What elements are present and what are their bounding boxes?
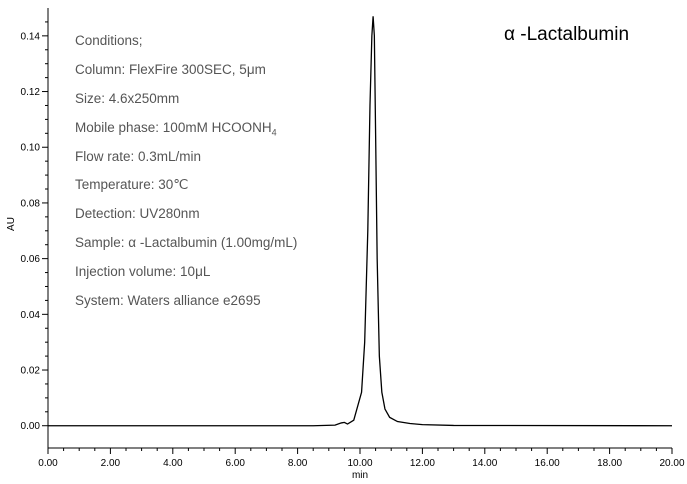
chromatogram-trace — [48, 16, 673, 427]
tick-marks — [42, 21, 673, 454]
x-axis-label: min — [352, 470, 368, 481]
x-tick-label: 18.00 — [597, 458, 622, 469]
condition-size: Size: 4.6x250mm — [75, 91, 180, 106]
condition-detection: Detection: UV280nm — [75, 206, 200, 221]
x-tick-labels: 0.00 2.00 4.00 6.00 8.00 10.00 12.00 14.00 16.00… — [38, 458, 685, 469]
x-tick-label: 4.00 — [163, 458, 183, 469]
y-tick-labels: 0.00 0.02 0.04 0.06 0.08 0.10 0.12 0.14 — [21, 31, 41, 432]
y-tick-label: 0.12 — [21, 87, 41, 98]
chart-title: α -Lactalbumin — [504, 24, 630, 45]
y-tick-label: 0.08 — [21, 198, 41, 209]
condition-injection-volume: Injection volume: 10μL — [75, 264, 211, 279]
condition-system: System: Waters alliance e2695 — [75, 293, 261, 308]
y-tick-label: 0.06 — [21, 254, 41, 265]
y-tick-label: 0.10 — [21, 143, 41, 154]
y-axis-label: AU — [6, 217, 17, 231]
x-tick-label: 12.00 — [410, 458, 435, 469]
x-tick-label: 2.00 — [101, 458, 121, 469]
x-tick-label: 20.00 — [659, 458, 684, 469]
condition-temperature: Temperature: 30℃ — [75, 177, 189, 192]
condition-column: Column: FlexFire 300SEC, 5μm — [75, 62, 266, 77]
x-tick-label: 8.00 — [288, 458, 308, 469]
x-tick-label: 6.00 — [225, 458, 245, 469]
x-tick-label: 0.00 — [38, 458, 58, 469]
x-tick-label: 10.00 — [347, 458, 372, 469]
condition-flow-rate: Flow rate: 0.3mL/min — [75, 149, 202, 164]
condition-sample: Sample: α -Lactalbumin (1.00mg/mL) — [75, 235, 298, 250]
y-tick-label: 0.04 — [21, 310, 41, 321]
mobile-phase-text: Mobile phase: 100mM HCOONH — [75, 120, 272, 135]
condition-mobile-phase: Mobile phase: 100mM HCOONH4 — [75, 120, 277, 138]
y-tick-label: 0.02 — [21, 366, 41, 377]
y-tick-label: 0.14 — [21, 31, 41, 42]
mobile-phase-subscript: 4 — [271, 127, 277, 138]
x-tick-label: 14.00 — [472, 458, 497, 469]
conditions-heading: Conditions; — [75, 33, 143, 48]
x-tick-label: 16.00 — [535, 458, 560, 469]
y-tick-label: 0.00 — [21, 421, 41, 432]
